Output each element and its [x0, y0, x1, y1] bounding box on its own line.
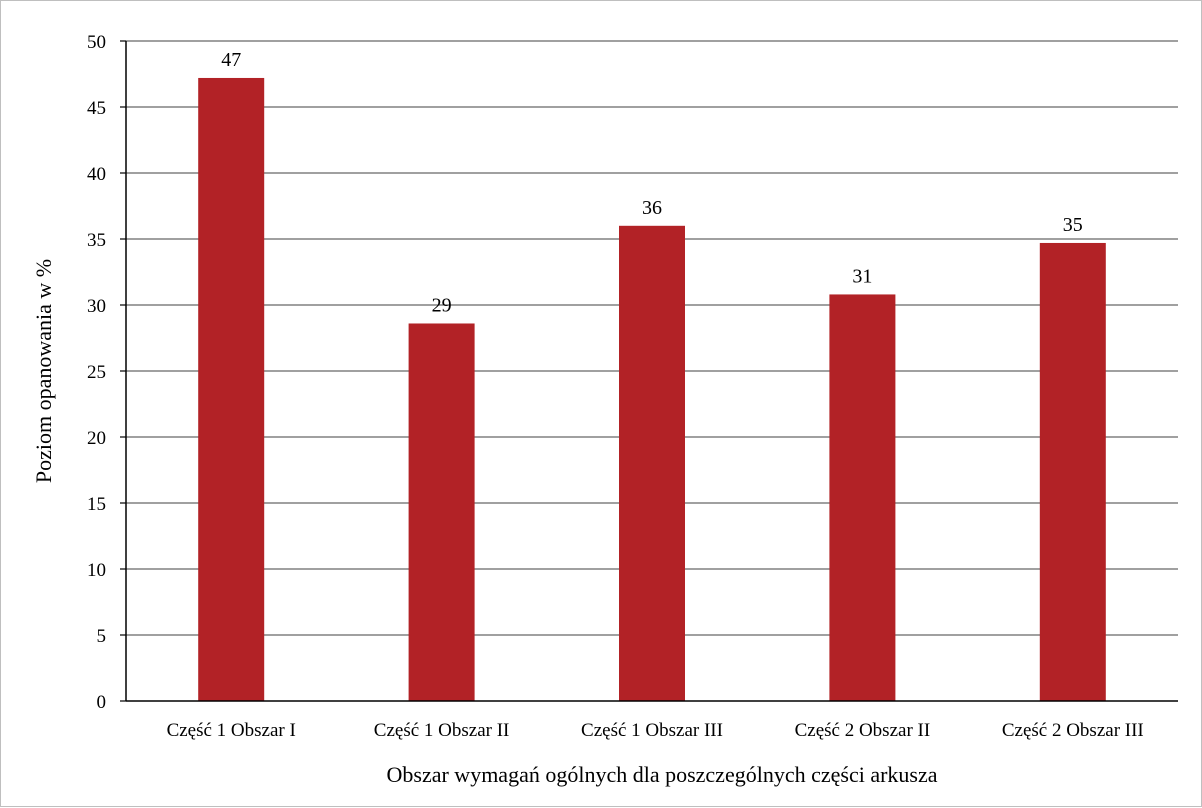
bar-value-label: 31 [852, 265, 872, 287]
bar [829, 294, 896, 701]
data-labels: 47 29 36 31 35 [221, 49, 1083, 317]
y-tick-label: 50 [87, 32, 106, 53]
y-axis-ticks: 0 5 10 15 20 25 30 35 40 45 50 [87, 32, 126, 713]
bar-value-label: 36 [642, 197, 662, 219]
y-tick-label: 35 [87, 230, 106, 251]
bars [198, 77, 1106, 702]
bar [619, 225, 685, 702]
y-tick-label: 5 [97, 626, 107, 647]
bar-value-label: 35 [1063, 214, 1083, 236]
bar [1039, 242, 1106, 701]
bar [408, 323, 475, 701]
y-tick-label: 10 [87, 560, 106, 581]
category-label: Część 2 Obszar III [1002, 720, 1144, 741]
bar-value-label: 47 [221, 49, 241, 71]
y-tick-label: 30 [87, 296, 106, 317]
category-label: Część 1 Obszar II [374, 720, 510, 741]
y-tick-label: 20 [87, 428, 106, 449]
x-axis-title: Obszar wymagań ogólnych dla poszczególny… [387, 762, 938, 787]
category-labels: Część 1 Obszar I Część 1 Obszar II Część 1… [167, 720, 1144, 741]
bar-value-label: 29 [432, 294, 452, 316]
y-axis-title: Poziom opanowania w % [31, 259, 56, 483]
bar [198, 77, 265, 701]
y-tick-label: 15 [87, 494, 106, 515]
category-label: Część 2 Obszar II [795, 720, 931, 741]
category-label: Część 1 Obszar III [581, 720, 723, 741]
y-tick-label: 45 [87, 98, 106, 119]
y-tick-label: 40 [87, 164, 106, 185]
y-tick-label: 0 [97, 692, 107, 713]
category-label: Część 1 Obszar I [167, 720, 296, 741]
y-tick-label: 25 [87, 362, 106, 383]
